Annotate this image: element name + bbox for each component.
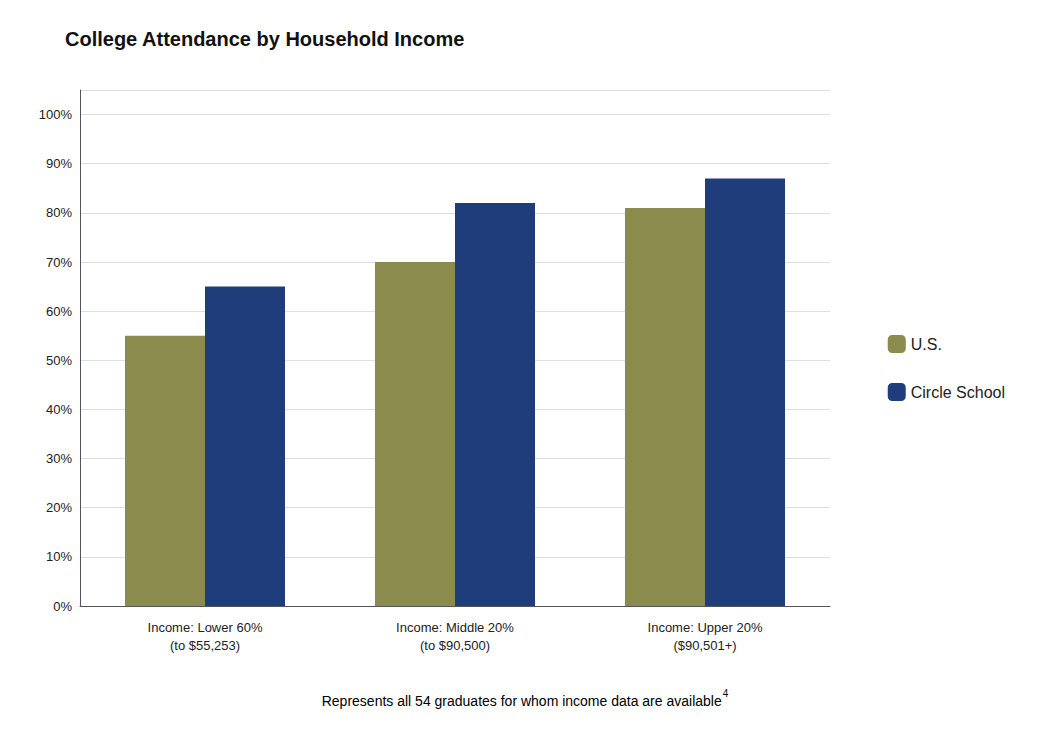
svg-text:4: 4 [723,688,729,699]
svg-text:40%: 40% [46,402,72,417]
svg-text:0%: 0% [53,599,72,614]
svg-text:Represents all 54 graduates fo: Represents all 54 graduates for whom inc… [322,693,722,709]
svg-text:50%: 50% [46,353,72,368]
svg-text:College Attendance by Househol: College Attendance by Household Income [65,28,464,50]
svg-text:($90,501+): ($90,501+) [673,638,736,653]
svg-text:(to $55,253): (to $55,253) [170,638,240,653]
svg-text:90%: 90% [46,156,72,171]
svg-text:20%: 20% [46,500,72,515]
svg-text:Circle School: Circle School [911,384,1005,401]
svg-text:U.S.: U.S. [911,336,942,353]
svg-text:10%: 10% [46,549,72,564]
svg-text:80%: 80% [46,205,72,220]
svg-text:Income: Upper 20%: Income: Upper 20% [648,620,763,635]
svg-text:(to $90,500): (to $90,500) [420,638,490,653]
svg-text:100%: 100% [39,107,73,122]
svg-text:60%: 60% [46,304,72,319]
svg-text:Income: Middle 20%: Income: Middle 20% [396,620,514,635]
svg-text:70%: 70% [46,255,72,270]
svg-text:30%: 30% [46,451,72,466]
svg-text:Income: Lower 60%: Income: Lower 60% [148,620,263,635]
